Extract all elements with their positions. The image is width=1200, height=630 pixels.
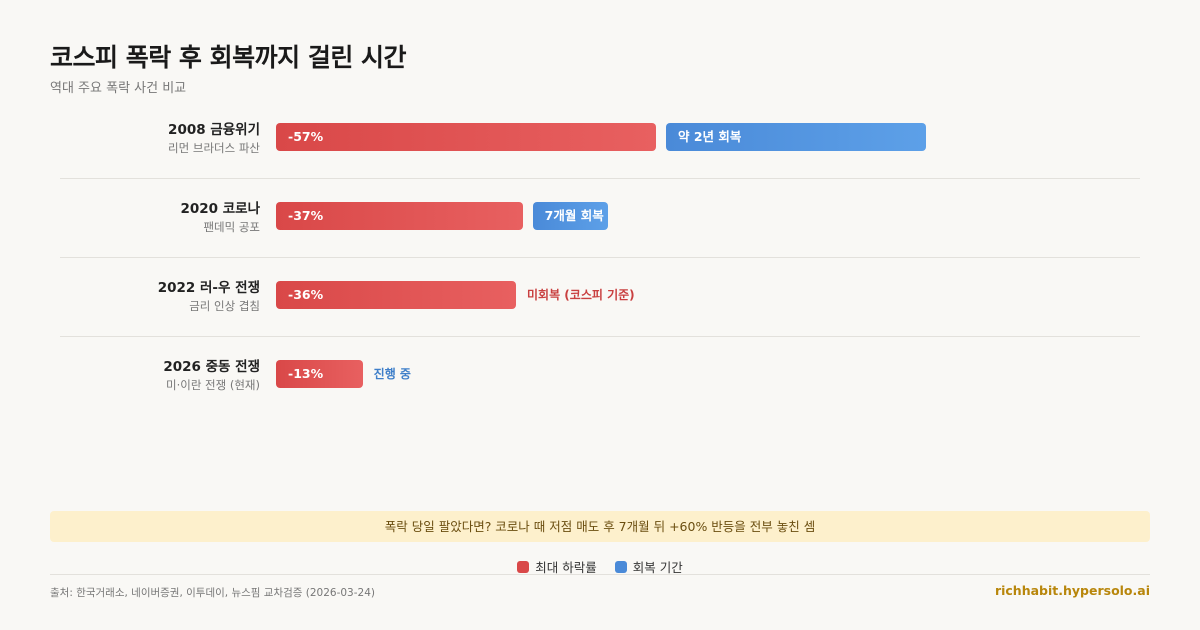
event-name: 2026 중동 전쟁 bbox=[163, 359, 260, 375]
row-label: 2020 코로나 팬데믹 공포 bbox=[180, 200, 260, 236]
legend-item-recovery: 회복 기간 bbox=[614, 557, 683, 576]
legend-label-drop: 최대 하락률 bbox=[535, 560, 597, 575]
row-label: 2026 중동 전쟁 미·이란 전쟁 (현재) bbox=[163, 358, 260, 394]
row-divider bbox=[60, 257, 1140, 258]
chart-legend: 최대 하락률 회복 기간 bbox=[0, 557, 1200, 576]
status-note: 미회복 (코스피 기준) bbox=[527, 288, 635, 302]
brand-link[interactable]: richhabit.hypersolo.ai bbox=[994, 583, 1150, 598]
footer-divider bbox=[50, 574, 1150, 575]
event-name: 2022 러-우 전쟁 bbox=[157, 280, 260, 296]
event-detail: 팬데믹 공포 bbox=[203, 220, 260, 234]
status-note: 진행 중 bbox=[373, 367, 411, 381]
drop-bar: -36% bbox=[276, 281, 516, 309]
chart-row: 2026 중동 전쟁 미·이란 전쟁 (현재) -13% 진행 중 bbox=[0, 358, 1200, 398]
recovery-bar: 약 2년 회복 bbox=[666, 123, 926, 151]
event-detail: 리먼 브라더스 파산 bbox=[168, 141, 260, 155]
insight-callout: 폭락 당일 팔았다면? 코로나 때 저점 매도 후 7개월 뒤 +60% 반등을… bbox=[50, 511, 1150, 542]
drop-bar: -37% bbox=[276, 202, 523, 230]
event-detail: 금리 인상 겹침 bbox=[189, 299, 260, 313]
chart-subtitle: 역대 주요 폭락 사건 비교 bbox=[50, 81, 187, 96]
legend-item-drop: 최대 하락률 bbox=[517, 557, 597, 576]
legend-swatch-drop bbox=[517, 560, 530, 573]
event-name: 2008 금융위기 bbox=[168, 122, 260, 138]
event-name: 2020 코로나 bbox=[180, 201, 260, 217]
legend-label-recovery: 회복 기간 bbox=[632, 560, 683, 575]
event-detail: 미·이란 전쟁 (현재) bbox=[166, 378, 260, 392]
source-note: 출처: 한국거래소, 네이버증권, 이투데이, 뉴스핌 교차검증 (2026-0… bbox=[50, 587, 375, 599]
row-label: 2022 러-우 전쟁 금리 인상 겹침 bbox=[158, 279, 260, 315]
row-label: 2008 금융위기 리먼 브라더스 파산 bbox=[168, 121, 260, 157]
row-divider bbox=[60, 336, 1140, 337]
chart-row: 2020 코로나 팬데믹 공포 -37% 7개월 회복 bbox=[0, 200, 1200, 240]
legend-swatch-recovery bbox=[614, 560, 627, 573]
chart-title: 코스피 폭락 후 회복까지 걸린 시간 bbox=[50, 43, 407, 72]
chart-row: 2022 러-우 전쟁 금리 인상 겹침 -36% 미회복 (코스피 기준) bbox=[0, 279, 1200, 319]
recovery-bar: 7개월 회복 bbox=[532, 202, 609, 230]
drop-bar: -13% bbox=[276, 360, 363, 388]
row-divider bbox=[60, 178, 1140, 179]
drop-bar: -57% bbox=[276, 123, 656, 151]
chart-row: 2008 금융위기 리먼 브라더스 파산 -57% 약 2년 회복 bbox=[0, 121, 1200, 161]
